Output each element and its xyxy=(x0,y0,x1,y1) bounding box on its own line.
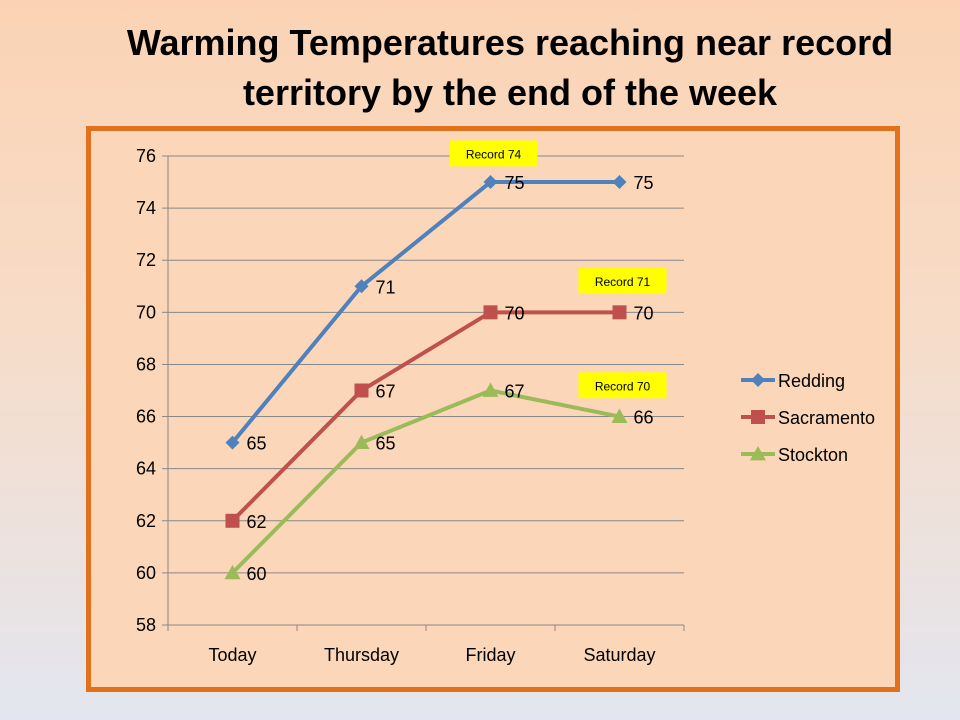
y-tick-label: 68 xyxy=(136,354,156,374)
y-tick-label: 70 xyxy=(136,302,156,322)
y-tick-label: 66 xyxy=(136,407,156,427)
data-label-sacramento: 70 xyxy=(634,303,654,323)
series-line-sacramento xyxy=(231,310,620,523)
legend-label: Stockton xyxy=(778,445,848,465)
x-tick-label: Today xyxy=(208,645,256,665)
series-line-stockton xyxy=(231,388,620,575)
data-label-stockton: 65 xyxy=(376,434,396,454)
data-point-redding xyxy=(225,435,240,450)
y-tick-label: 58 xyxy=(136,615,156,635)
x-tick-label: Friday xyxy=(465,645,515,665)
legend-label: Sacramento xyxy=(778,408,875,428)
legend-marker xyxy=(750,446,766,461)
data-label-redding: 75 xyxy=(505,173,525,193)
data-point-sacramento xyxy=(354,383,369,398)
data-point-sacramento xyxy=(612,305,627,320)
data-label-redding: 71 xyxy=(376,277,396,297)
record-annotation-label: Record 70 xyxy=(595,379,651,393)
data-point-redding xyxy=(354,279,369,294)
data-point-stockton xyxy=(224,564,241,580)
data-point-sacramento xyxy=(225,513,240,528)
y-tick-label: 72 xyxy=(136,250,156,270)
record-annotation-box xyxy=(449,140,538,167)
y-tick-label: 62 xyxy=(136,511,156,531)
data-label-stockton: 60 xyxy=(247,564,267,584)
record-annotation-label: Record 71 xyxy=(595,275,651,289)
data-label-redding: 75 xyxy=(634,173,654,193)
data-label-stockton: 67 xyxy=(505,382,525,402)
data-label-stockton: 66 xyxy=(634,408,654,428)
legend-label: Redding xyxy=(778,371,845,391)
data-point-sacramento xyxy=(483,305,498,320)
data-point-stockton xyxy=(353,434,370,450)
data-point-redding xyxy=(612,175,627,190)
legend-marker xyxy=(751,410,765,424)
data-label-sacramento: 70 xyxy=(505,303,525,323)
chart-frame: 58 60 62 64 66 68 70 72 74 76 Today Thursday Friday S… xyxy=(86,126,900,692)
record-annotation-box xyxy=(578,372,667,399)
x-tick-label: Thursday xyxy=(324,645,399,665)
series-line-redding xyxy=(230,180,620,444)
data-point-stockton xyxy=(611,408,628,423)
y-tick-label: 60 xyxy=(136,563,156,583)
record-annotation-label: Record 74 xyxy=(466,147,522,161)
data-label-redding: 65 xyxy=(247,434,267,454)
legend-marker xyxy=(751,373,765,387)
data-point-stockton xyxy=(482,382,499,397)
y-tick-label: 76 xyxy=(136,146,156,166)
data-label-sacramento: 62 xyxy=(247,512,267,532)
record-annotation-box xyxy=(578,268,667,295)
data-point-redding xyxy=(483,175,498,190)
y-tick-label: 64 xyxy=(136,459,156,479)
x-tick-label: Saturday xyxy=(583,645,655,665)
temperature-line-chart: 58 60 62 64 66 68 70 72 74 76 Today Thursday Friday S… xyxy=(136,140,875,665)
y-tick-label: 74 xyxy=(136,198,156,218)
slide-title: Warming Temperatures reaching near recor… xyxy=(126,22,894,113)
data-label-sacramento: 67 xyxy=(376,382,396,402)
